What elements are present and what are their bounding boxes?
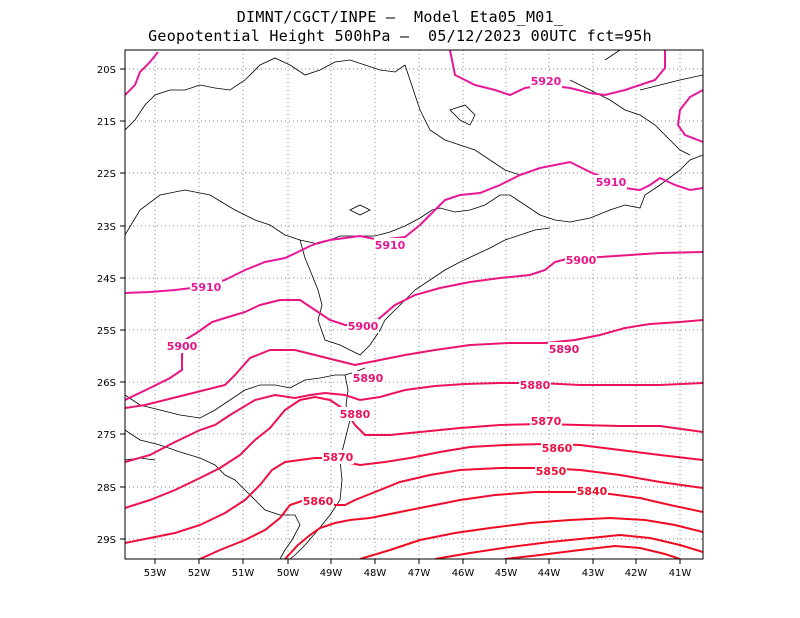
contour-5920-west	[125, 51, 159, 96]
lon-tick-label: 53W	[144, 568, 167, 579]
contour-5900	[125, 251, 703, 401]
contour-label-5880-a: 5880	[520, 379, 551, 392]
contour-5850	[199, 467, 703, 559]
lat-tick-label: 22S	[97, 169, 116, 180]
lon-tick-label: 48W	[364, 568, 387, 579]
lat-tick-label: 27S	[97, 430, 116, 441]
lon-tick-label: 42W	[625, 568, 648, 579]
lon-tick-labels: 53W 52W 51W 50W 49W 48W 47W 46W 45W 44W …	[144, 568, 692, 579]
lat-tick-label: 28S	[97, 483, 116, 494]
contour-label-5890-b: 5890	[353, 372, 384, 385]
lat-tick-label: 23S	[97, 222, 116, 233]
lat-tick-label: 26S	[97, 378, 116, 389]
lat-tick-label: 24S	[97, 274, 116, 285]
contour-5830	[359, 516, 703, 559]
lat-tick-label: 29S	[97, 535, 116, 546]
title-line-1: DIMNT/CGCT/INPE – Model Eta05_M01_	[236, 8, 564, 26]
contour-label-5910-a: 5910	[596, 176, 627, 189]
lon-tick-label: 46W	[452, 568, 475, 579]
contour-5840	[284, 491, 703, 559]
contour-5910-east	[676, 89, 703, 143]
contour-label-5910-c: 5910	[191, 281, 222, 294]
lon-tick-label: 51W	[232, 568, 255, 579]
contour-label-5840: 5840	[577, 485, 608, 498]
contour-5880	[125, 382, 703, 463]
contour-label-5870-b: 5870	[323, 451, 354, 464]
contour-5860	[125, 442, 703, 544]
contour-label-5900-b: 5900	[348, 320, 379, 333]
lat-tick-labels: 20S 21S 22S 23S 24S 25S 26S 27S 28S 29S	[97, 65, 116, 546]
contour-5890	[125, 319, 703, 409]
axis-ticks	[120, 68, 681, 564]
lon-tick-label: 44W	[538, 568, 561, 579]
contour-label-5890-a: 5890	[549, 343, 580, 356]
contour-5920	[449, 50, 666, 97]
contour-labels: 5920 5910 5910 5910 5900 5900 5900 5890 …	[166, 74, 627, 508]
contour-label-5900-c: 5900	[167, 340, 198, 353]
lon-tick-label: 49W	[320, 568, 343, 579]
contour-5910	[125, 160, 703, 294]
political-boundaries	[125, 50, 703, 559]
plot-frame	[124, 49, 704, 560]
lat-tick-label: 21S	[97, 117, 116, 128]
lat-tick-label: 20S	[97, 65, 116, 76]
contour-label-5850: 5850	[536, 465, 567, 478]
grid	[125, 50, 703, 559]
contour-label-5910-b: 5910	[375, 239, 406, 252]
lon-tick-label: 41W	[669, 568, 692, 579]
lon-tick-label: 52W	[188, 568, 211, 579]
contour-5810	[504, 544, 681, 559]
contour-label-5870-a: 5870	[531, 415, 562, 428]
title-line-2: Geopotential Height 500hPa – 05/12/2023 …	[148, 27, 652, 45]
contour-label-5860-a: 5860	[542, 442, 573, 455]
contour-5870	[125, 395, 703, 509]
contour-label-5880-b: 5880	[340, 408, 371, 421]
contour-label-5900-a: 5900	[566, 254, 597, 267]
contour-label-5860-b: 5860	[303, 495, 334, 508]
lon-tick-label: 50W	[277, 568, 300, 579]
contour-5820	[434, 533, 703, 559]
contour-label-5920: 5920	[531, 75, 562, 88]
lon-tick-label: 47W	[408, 568, 431, 579]
lon-tick-label: 45W	[495, 568, 518, 579]
contours	[125, 50, 703, 559]
lon-tick-label: 43W	[582, 568, 605, 579]
lat-tick-label: 25S	[97, 326, 116, 337]
